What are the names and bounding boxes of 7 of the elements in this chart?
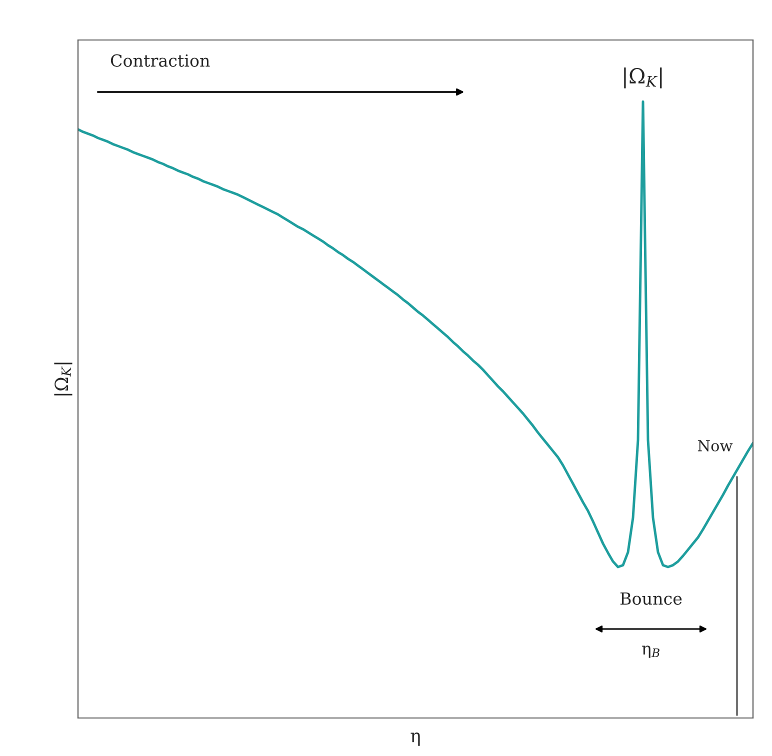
x-axis-title: η: [410, 732, 420, 746]
annotation: Bounce: [620, 592, 682, 605]
annotation: Now: [698, 440, 733, 452]
annotation: η$_{B}$: [642, 646, 660, 658]
text: Contraction: [110, 54, 210, 67]
y-axis-title: |Ω$_{K}$|: [54, 362, 72, 396]
text: |Ω$_{K}$|: [624, 67, 662, 88]
